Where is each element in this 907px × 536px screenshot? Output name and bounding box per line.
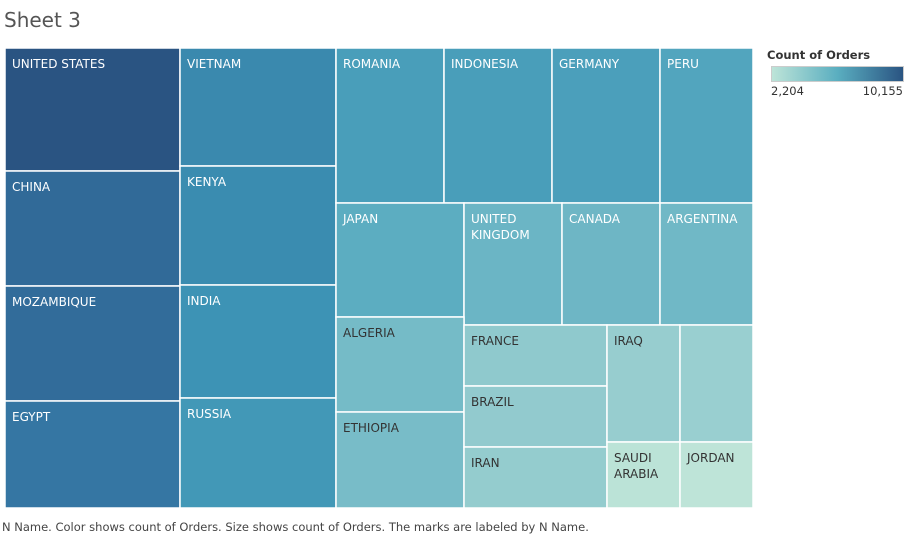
treemap-label: BRAZIL [471,395,514,409]
treemap-rect[interactable] [179,284,337,399]
treemap-label: ARGENTINA [667,212,738,226]
treemap-cell-vietnam[interactable]: VIETNAM [179,48,337,167]
treemap-cell-china[interactable]: CHINA [5,170,181,287]
treemap-rect[interactable] [463,324,608,387]
treemap-label: IRAQ [614,334,643,348]
treemap-cell-algeria[interactable]: ALGERIA [335,316,465,413]
treemap-label: JAPAN [342,212,378,226]
treemap-label: MOZAMBIQUE [12,295,96,309]
treemap-label: KINGDOM [471,228,530,242]
treemap-label: SAUDI [614,451,652,465]
treemap-label: PERU [667,57,699,71]
treemap-cell-egypt[interactable]: EGYPT [5,400,181,508]
sheet-title: Sheet 3 [4,8,81,32]
treemap-rect[interactable] [463,446,608,508]
treemap-cell-unlabeled[interactable] [679,324,753,443]
treemap-rect[interactable] [463,385,608,448]
legend-max-label: 10,155 [862,84,903,98]
color-legend: Count of Orders 2,204 10,155 [767,48,907,98]
treemap-cell-france[interactable]: FRANCE [463,324,608,387]
treemap-rect[interactable] [179,48,337,167]
treemap-label: IRAN [471,456,500,470]
treemap-cell-ethiopia[interactable]: ETHIOPIA [335,411,465,508]
treemap-label: VIETNAM [187,57,241,71]
treemap-cell-mozambique[interactable]: MOZAMBIQUE [5,285,181,402]
treemap-cell-russia[interactable]: RUSSIA [179,397,337,508]
treemap-rect[interactable] [5,285,181,402]
treemap-cell-canada[interactable]: CANADA [561,202,661,326]
treemap-rect[interactable] [659,202,753,326]
treemap-cell-united-kingdom[interactable]: UNITED KINGDOM [463,202,563,326]
treemap-label: CANADA [569,212,621,226]
treemap-label: UNITED STATES [12,57,105,71]
treemap-rect[interactable] [679,324,753,443]
treemap-label: ETHIOPIA [343,421,400,435]
treemap-cell-iran[interactable]: IRAN [463,446,608,508]
treemap-cell-romania[interactable]: ROMANIA [335,48,445,204]
treemap-chart: UNITED STATES CHINA MOZAMBIQUE EGYPT VIETNAM… [5,48,753,508]
treemap-label: FRANCE [471,334,519,348]
treemap-rect[interactable] [335,202,465,318]
treemap-label: INDIA [187,294,221,308]
treemap-label: INDONESIA [451,57,519,71]
treemap-label: GERMANY [559,57,620,71]
treemap-rect[interactable] [5,48,181,172]
treemap-cell-peru[interactable]: PERU [659,48,753,204]
treemap-cell-united-states[interactable]: UNITED STATES [5,48,181,172]
treemap-cell-kenya[interactable]: KENYA [179,165,337,286]
legend-gradient-bar [771,66,904,82]
treemap-cell-saudi-arabia[interactable]: SAUDI ARABIA [606,441,681,508]
treemap-label: JORDAN [686,451,735,465]
treemap-rect[interactable] [606,324,681,443]
treemap-cell-indonesia[interactable]: INDONESIA [443,48,553,204]
treemap-label: CHINA [12,180,51,194]
treemap-rect[interactable] [179,397,337,508]
treemap-rect[interactable] [5,400,181,508]
treemap-cell-jordan[interactable]: JORDAN [679,441,753,508]
treemap-label: KENYA [187,175,227,189]
treemap-label: ALGERIA [343,326,396,340]
treemap-cell-argentina[interactable]: ARGENTINA [659,202,753,326]
treemap-cell-brazil[interactable]: BRAZIL [463,385,608,448]
treemap-cell-japan[interactable]: JAPAN [335,202,465,318]
treemap-rect[interactable] [463,202,563,326]
treemap-rect[interactable] [335,316,465,413]
treemap-cell-germany[interactable]: GERMANY [551,48,661,204]
treemap-label: UNITED [471,212,516,226]
treemap-rect[interactable] [335,48,445,204]
legend-min-label: 2,204 [771,84,804,98]
treemap-rect[interactable] [443,48,553,204]
chart-caption: N Name. Color shows count of Orders. Siz… [2,520,589,534]
treemap-rect[interactable] [551,48,661,204]
treemap-rect[interactable] [659,48,753,204]
treemap-cell-india[interactable]: INDIA [179,284,337,399]
legend-title: Count of Orders [767,48,871,62]
treemap-label: ROMANIA [343,57,401,71]
treemap-cell-iraq[interactable]: IRAQ [606,324,681,443]
treemap-label: RUSSIA [187,407,232,421]
treemap-label: EGYPT [12,410,51,424]
treemap-rect[interactable] [335,411,465,508]
treemap-label: ARABIA [614,467,659,481]
treemap-rect[interactable] [679,441,753,508]
treemap-rect[interactable] [5,170,181,287]
